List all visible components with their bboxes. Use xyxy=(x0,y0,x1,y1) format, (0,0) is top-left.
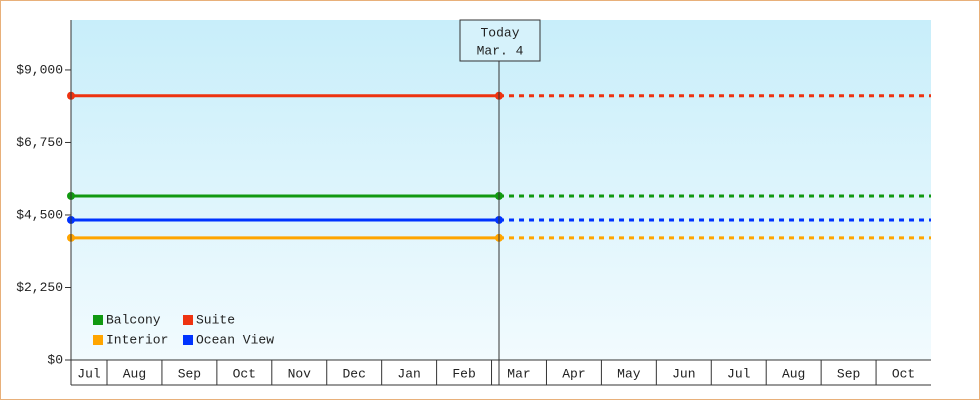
plot-area xyxy=(71,20,931,360)
x-tick-label: Sep xyxy=(178,366,201,381)
y-tick-label: $0 xyxy=(47,352,63,367)
x-tick-label: Oct xyxy=(233,366,256,381)
x-tick-label: Apr xyxy=(562,366,585,381)
x-tick-label: May xyxy=(617,366,641,381)
y-tick-label: $4,500 xyxy=(16,207,63,222)
x-tick-label: Jul xyxy=(77,366,101,381)
annotation: Today xyxy=(480,25,519,40)
legend-swatch xyxy=(183,315,193,325)
legend-label: Interior xyxy=(106,332,168,347)
legend-label: Ocean View xyxy=(196,332,274,347)
x-tick-label: Aug xyxy=(782,366,805,381)
x-tick-label: Jan xyxy=(397,366,420,381)
y-tick-label: $6,750 xyxy=(16,135,63,150)
legend-label: Suite xyxy=(196,312,235,327)
x-tick-label: Oct xyxy=(892,366,915,381)
x-tick-label: Sep xyxy=(837,366,860,381)
legend-swatch xyxy=(183,335,193,345)
x-tick-label: Jul xyxy=(727,366,751,381)
legend-label: Balcony xyxy=(106,312,161,327)
x-tick-label: Mar xyxy=(507,366,530,381)
y-tick-label: $2,250 xyxy=(16,280,63,295)
y-tick-label: $9,000 xyxy=(16,62,63,77)
today-box xyxy=(459,19,541,62)
x-tick-label: Feb xyxy=(452,366,475,381)
legend-swatch xyxy=(93,315,103,325)
annotation: Mar. 4 xyxy=(477,43,524,58)
legend-swatch xyxy=(93,335,103,345)
x-tick-label: Aug xyxy=(123,366,146,381)
x-tick-label: Nov xyxy=(288,366,312,381)
x-tick-label: Dec xyxy=(342,366,365,381)
x-tick-label: Jun xyxy=(672,366,695,381)
